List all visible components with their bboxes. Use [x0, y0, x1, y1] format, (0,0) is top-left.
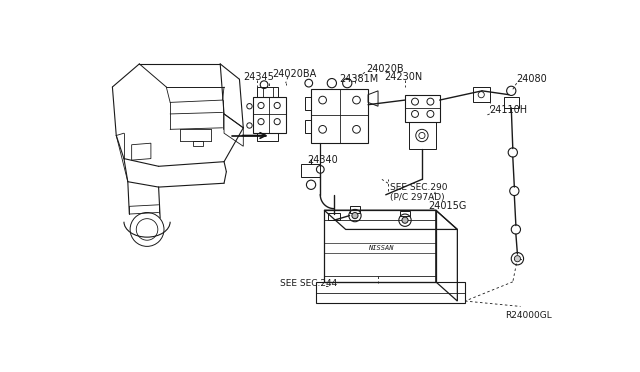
Text: 24345: 24345 [243, 72, 274, 82]
Text: NISSAN: NISSAN [367, 245, 393, 251]
Text: (P/C 297AD): (P/C 297AD) [390, 193, 444, 202]
Text: 24080: 24080 [516, 74, 547, 84]
Text: 24340: 24340 [307, 155, 338, 165]
Text: 24230N: 24230N [384, 72, 422, 82]
Text: 24110H: 24110H [490, 105, 528, 115]
Circle shape [352, 212, 358, 219]
Text: SEE SEC.290: SEE SEC.290 [390, 183, 447, 192]
Text: 24020BA: 24020BA [272, 69, 316, 79]
Text: 24020B: 24020B [367, 64, 404, 74]
Text: SEE SEC.244: SEE SEC.244 [280, 279, 337, 288]
Text: 24015G: 24015G [428, 201, 467, 211]
Circle shape [402, 217, 408, 223]
Circle shape [515, 256, 520, 262]
Text: 24381M: 24381M [340, 74, 379, 84]
Text: R24000GL: R24000GL [505, 311, 552, 320]
